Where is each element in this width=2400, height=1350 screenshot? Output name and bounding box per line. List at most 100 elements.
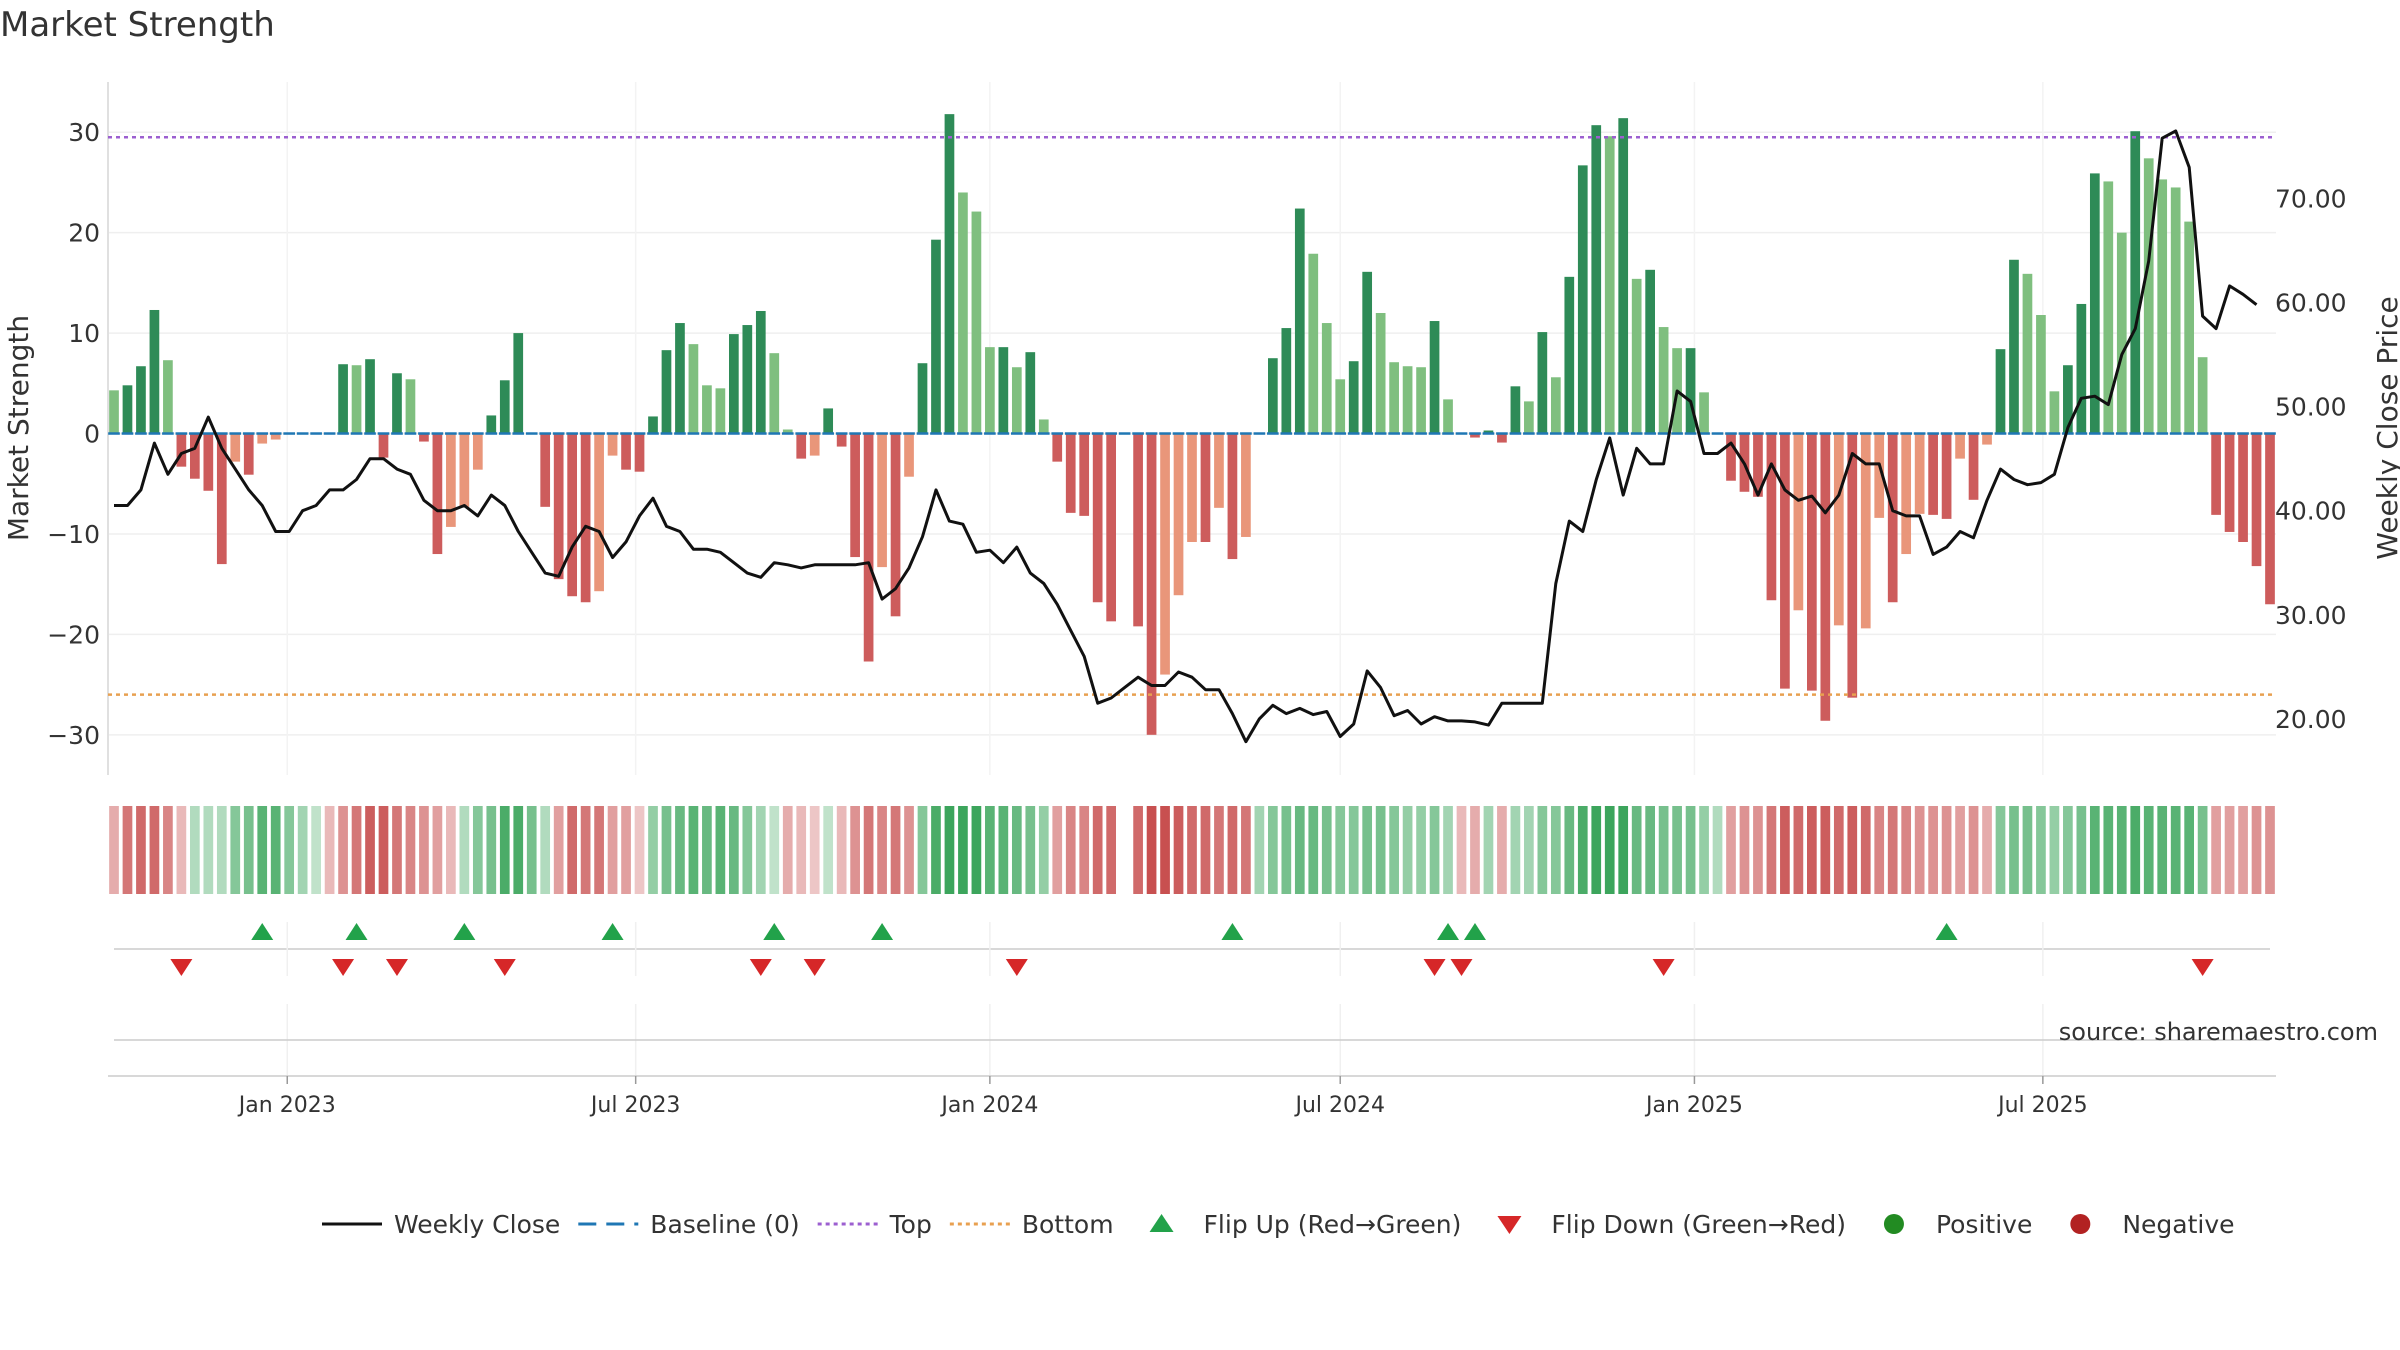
flip-down-marker xyxy=(803,959,826,976)
strength-bar xyxy=(149,309,160,434)
strip-cell xyxy=(1267,806,1278,894)
flip-up-marker xyxy=(1437,923,1460,940)
strength-bar xyxy=(163,360,173,434)
strip-cell xyxy=(2211,806,2221,894)
strip-cell xyxy=(419,806,429,894)
legend-item: Negative xyxy=(2070,1210,2235,1239)
flip-up-marker xyxy=(1463,923,1486,940)
strip-cell xyxy=(2170,806,2181,894)
y2-tick-label: 40.00 xyxy=(2275,497,2347,526)
strip-cell xyxy=(715,806,726,894)
strip-cell xyxy=(890,806,901,894)
strip-cell xyxy=(1200,806,1211,894)
y2-tick-label: 50.00 xyxy=(2275,393,2347,422)
strength-bar xyxy=(1699,392,1709,434)
strength-bar xyxy=(2130,131,2141,434)
strength-bar xyxy=(1833,433,1844,626)
strip-cell xyxy=(688,806,699,894)
strip-cell xyxy=(553,806,564,894)
strip-cell xyxy=(998,806,1009,894)
strength-bar xyxy=(971,211,982,434)
legend-item: Top xyxy=(817,1210,932,1239)
flip-down-marker xyxy=(385,959,408,976)
strength-bar xyxy=(904,433,914,477)
strength-bar xyxy=(1564,276,1575,434)
strip-cell xyxy=(1011,806,1022,894)
strength-bar xyxy=(136,366,146,434)
regime-heat-strip xyxy=(109,806,2275,894)
strength-bar xyxy=(621,433,631,470)
y-tick-label: 10 xyxy=(68,319,100,348)
strength-bar xyxy=(944,114,955,434)
flip-up-marker xyxy=(251,923,274,940)
strip-cell xyxy=(526,806,537,894)
strength-bar xyxy=(1214,433,1224,508)
strip-cell xyxy=(1389,806,1399,894)
legend-label: Positive xyxy=(1936,1210,2032,1239)
strip-cell xyxy=(1524,806,1534,894)
strip-cell xyxy=(311,806,321,894)
strip-cell xyxy=(1187,806,1197,894)
strip-cell xyxy=(203,806,214,894)
strip-cell xyxy=(675,806,685,894)
strength-bar xyxy=(472,433,483,470)
strip-cell xyxy=(2130,806,2141,894)
strength-bar xyxy=(243,433,254,475)
strip-cell xyxy=(971,806,982,894)
strength-bar xyxy=(1294,208,1305,434)
strength-bar xyxy=(1038,419,1049,434)
strength-bar xyxy=(1362,271,1373,434)
legend-item: Bottom xyxy=(949,1210,1114,1239)
strip-cell xyxy=(1982,806,1992,894)
strip-cell xyxy=(1321,806,1332,894)
strip-cell xyxy=(446,806,456,894)
strip-cell xyxy=(1847,806,1858,894)
strength-bar xyxy=(2265,433,2275,605)
legend-label: Bottom xyxy=(1022,1210,1114,1239)
strip-cell xyxy=(2076,806,2087,894)
strength-bar xyxy=(1618,118,1629,434)
strip-cell xyxy=(2251,806,2262,894)
strip-cell xyxy=(540,806,551,894)
strength-bar xyxy=(392,373,402,434)
x-tick-label: Jan 2024 xyxy=(939,1093,1038,1118)
strength-bar xyxy=(634,433,645,472)
strength-bar xyxy=(1443,399,1453,434)
legend-swatch-negative xyxy=(2070,1214,2091,1234)
strip-cell xyxy=(985,806,995,894)
strength-bar xyxy=(1591,125,1602,434)
strength-bar xyxy=(809,433,820,456)
strength-bar xyxy=(1510,386,1521,434)
strip-cell xyxy=(216,806,227,894)
flip-down-marker xyxy=(749,959,772,976)
strength-bar xyxy=(1995,349,2006,434)
strip-cell xyxy=(809,806,820,894)
strip-cell xyxy=(567,806,578,894)
x-tick-label: Jan 2023 xyxy=(237,1093,336,1118)
strength-bar xyxy=(2103,181,2114,434)
strip-cell xyxy=(742,806,753,894)
strip-cell xyxy=(432,806,443,894)
strip-cell xyxy=(1604,806,1615,894)
strength-bar xyxy=(1470,433,1480,438)
strength-bar xyxy=(755,310,766,434)
strength-bar xyxy=(998,347,1009,434)
strip-cell xyxy=(1133,806,1143,894)
strength-bar xyxy=(580,433,591,603)
strength-bar xyxy=(931,239,941,434)
strength-bar xyxy=(378,433,389,458)
flip-up-marker xyxy=(763,923,786,940)
y2-tick-label: 30.00 xyxy=(2275,601,2347,630)
strip-cell xyxy=(297,806,308,894)
strip-cell xyxy=(2089,806,2100,894)
strength-bar xyxy=(594,433,604,592)
strength-bar xyxy=(823,408,834,434)
strip-cell xyxy=(782,806,793,894)
strength-bar xyxy=(1901,433,1912,555)
strength-bar xyxy=(2170,187,2181,434)
strength-bar xyxy=(1874,433,1885,518)
strip-cell xyxy=(1079,806,1090,894)
legend-item: Weekly Close xyxy=(322,1210,560,1239)
legend-label: Negative xyxy=(2122,1210,2234,1239)
strip-cell xyxy=(1901,806,1912,894)
